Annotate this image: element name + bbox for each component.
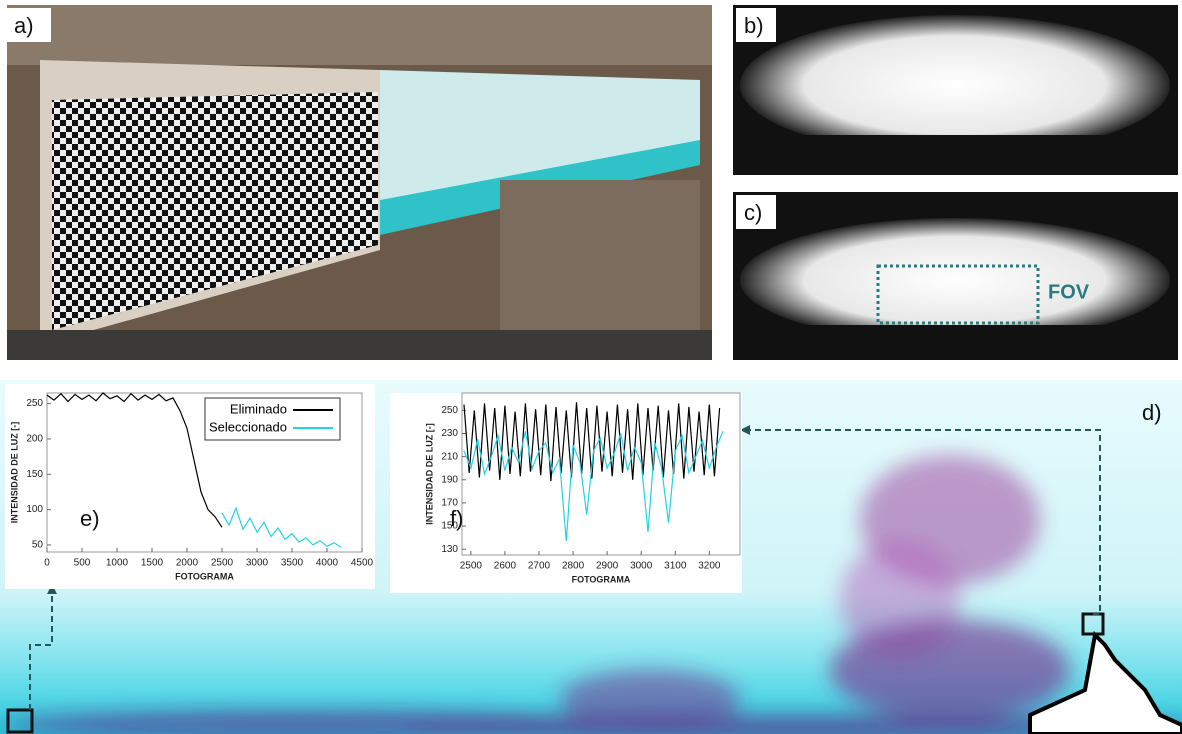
x-tick-label: 1500 xyxy=(141,558,164,569)
x-tick-label: 4000 xyxy=(316,558,339,569)
plot-frame xyxy=(461,392,741,556)
label-bg xyxy=(736,8,776,42)
x-tick-label: 500 xyxy=(74,558,91,569)
y-tick-label: 190 xyxy=(441,474,458,485)
panel-label: e) xyxy=(80,506,100,531)
y-tick-label: 50 xyxy=(32,540,44,551)
photo-b xyxy=(733,5,1178,175)
y-tick-label: 230 xyxy=(441,428,458,439)
chart-f-bg xyxy=(390,393,742,593)
x-tick-label: 4500 xyxy=(351,558,374,569)
x-tick-label: 1000 xyxy=(106,558,129,569)
y-tick-label: 130 xyxy=(441,544,458,555)
x-tick-label: 2900 xyxy=(596,561,619,572)
y-tick-label: 170 xyxy=(441,498,458,509)
legend-label: Seleccionado xyxy=(209,419,287,434)
x-tick-label: 2000 xyxy=(176,558,199,569)
panel-label: a) xyxy=(14,13,34,38)
panel-label: d) xyxy=(1142,400,1162,425)
x-tick-label: 3100 xyxy=(664,561,687,572)
y-tick-label: 100 xyxy=(26,504,43,515)
plot-frame xyxy=(46,392,363,553)
x-tick-label: 3000 xyxy=(246,558,269,569)
photo-a xyxy=(7,5,712,360)
x-tick-label: 3200 xyxy=(698,561,721,572)
panel-label: f) xyxy=(450,506,463,531)
y-tick-label: 200 xyxy=(26,434,43,445)
x-tick-label: 3500 xyxy=(281,558,304,569)
series-line xyxy=(46,392,223,528)
x-tick-label: 0 xyxy=(44,558,50,569)
x-axis-label: FOTOGRAMA xyxy=(572,574,631,584)
label-bg xyxy=(736,195,776,229)
x-tick-label: 3000 xyxy=(630,561,653,572)
y-tick-label: 150 xyxy=(26,469,43,480)
y-axis-label: INTENSIDAD DE LUZ [-] xyxy=(424,423,434,525)
x-tick-label: 2500 xyxy=(211,558,234,569)
y-axis-label: INTENSIDAD DE LUZ [-] xyxy=(9,422,19,524)
label-bg xyxy=(7,8,51,42)
x-tick-label: 2600 xyxy=(494,561,517,572)
y-tick-label: 210 xyxy=(441,451,458,462)
y-tick-label: 150 xyxy=(441,521,458,532)
series-line xyxy=(463,430,724,542)
x-tick-label: 2700 xyxy=(528,561,551,572)
panel-label: b) xyxy=(744,13,764,38)
series-line xyxy=(463,402,721,481)
legend-box xyxy=(204,397,341,441)
y-tick-label: 250 xyxy=(26,398,43,409)
x-tick-label: 2800 xyxy=(562,561,585,572)
photo-c xyxy=(733,192,1178,360)
y-tick-label: 250 xyxy=(441,405,458,416)
legend-label: Eliminado xyxy=(230,401,287,416)
panel-label: c) xyxy=(744,200,762,225)
series-line xyxy=(221,506,342,548)
fov-label: FOV xyxy=(1048,281,1090,303)
x-axis-label: FOTOGRAMA xyxy=(175,571,234,581)
x-tick-label: 2500 xyxy=(460,561,483,572)
